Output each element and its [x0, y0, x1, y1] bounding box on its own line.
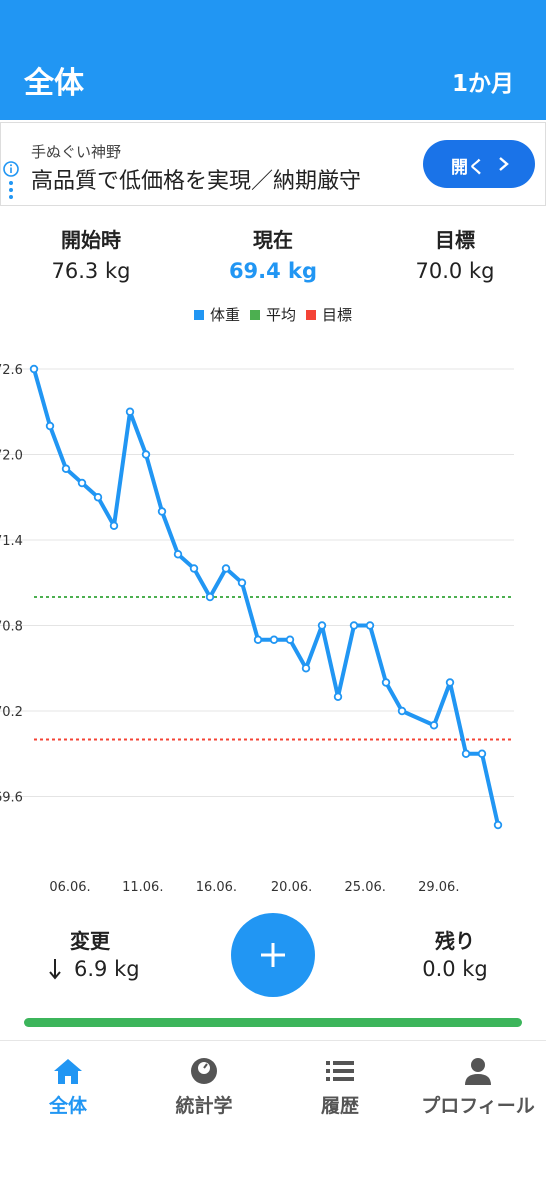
stat-start: 開始時 76.3 kg: [0, 224, 182, 283]
data-point: [445, 678, 455, 687]
legend-item: 平均: [249, 304, 296, 325]
ad-sponsor: 手ぬぐい神野: [31, 143, 122, 161]
stat-value: 69.4 kg: [228, 259, 318, 283]
stat-label: 開始時: [61, 228, 121, 252]
data-point: [253, 635, 263, 644]
data-point: [365, 621, 375, 630]
progress-bar: [24, 1018, 522, 1027]
stat-label: 現在: [253, 228, 293, 252]
data-point: [301, 664, 311, 673]
legend-swatch: [193, 310, 204, 320]
legend-label: 平均: [265, 306, 296, 324]
data-point: [93, 493, 103, 502]
ad-info-icon: [3, 161, 19, 199]
legend-swatch: [249, 310, 260, 320]
nav-label: 統計学: [175, 1095, 233, 1117]
x-tick-label: 29.06.: [418, 880, 459, 895]
x-tick-label: 25.06.: [345, 880, 386, 895]
x-tick-label: 16.06.: [196, 880, 237, 895]
y-tick-label: 70.8: [0, 620, 23, 635]
data-point: [125, 407, 135, 416]
add-button[interactable]: [228, 910, 320, 1002]
period-selector[interactable]: 1か月: [451, 71, 514, 97]
y-tick-label: 69.6: [0, 791, 23, 806]
summary-value: 6.9 kg: [74, 957, 140, 981]
data-point: [61, 464, 71, 473]
data-point: [141, 450, 151, 459]
weight-line: [32, 368, 500, 826]
person-icon: [465, 1058, 491, 1085]
y-tick-label: 72.6: [0, 363, 23, 378]
stat-value: 76.3 kg: [51, 259, 131, 283]
data-point: [349, 621, 359, 630]
nav-overview[interactable]: 全体: [0, 1056, 136, 1118]
data-point: [333, 692, 343, 701]
list-icon: [326, 1061, 354, 1081]
chevron-icon: [499, 157, 509, 171]
data-point: [269, 635, 279, 644]
summary-label: 残り: [435, 929, 475, 953]
ad-text: 高品質で低価格を実現／納期厳守: [31, 169, 362, 194]
ad-banner[interactable]: 手ぬぐい神野 高品質で低価格を実現／納期厳守 開く: [0, 122, 546, 206]
summary-label: 変更: [70, 929, 110, 953]
nav-label: プロフィール: [421, 1095, 535, 1117]
nav-history[interactable]: 履歴: [272, 1056, 408, 1118]
ad-button-label: 開く: [451, 158, 485, 178]
data-point: [237, 578, 247, 587]
data-point: [109, 521, 119, 530]
data-point: [45, 421, 55, 431]
legend-item: 目標: [306, 304, 352, 325]
down-arrow-icon: [49, 959, 61, 980]
data-point: [381, 678, 391, 687]
y-tick-label: 71.4: [0, 534, 23, 549]
data-point: [285, 635, 295, 644]
legend-label: 体重: [209, 306, 240, 324]
stat-current: 現在 69.4 kg: [182, 224, 364, 283]
stat-goal: 目標 70.0 kg: [364, 224, 546, 283]
ad-open-button[interactable]: 開く: [423, 140, 535, 188]
nav-profile[interactable]: プロフィール: [408, 1056, 546, 1118]
nav-divider: [0, 1040, 546, 1041]
legend-item: 体重: [193, 304, 240, 325]
scale-icon: [191, 1058, 217, 1084]
screen-title: 全体: [24, 66, 84, 101]
y-tick-label: 72.0: [0, 449, 23, 464]
data-point: [189, 564, 199, 573]
x-tick-label: 11.06.: [122, 880, 163, 895]
nav-stats[interactable]: 統計学: [136, 1056, 272, 1118]
x-tick-label: 06.06.: [49, 880, 90, 895]
app-bar: 全体 1か月: [0, 0, 546, 120]
stat-value: 70.0 kg: [415, 259, 495, 283]
data-point: [157, 507, 167, 516]
data-point: [397, 706, 407, 716]
y-tick-label: 70.2: [0, 705, 23, 720]
data-point: [493, 820, 503, 830]
data-point: [29, 364, 39, 374]
data-point: [477, 749, 487, 758]
home-icon: [54, 1059, 82, 1084]
data-point: [173, 550, 183, 559]
data-point: [429, 721, 439, 730]
data-point: [221, 564, 231, 573]
summary-value: 0.0 kg: [422, 957, 488, 981]
legend-label: 目標: [322, 306, 353, 324]
nav-label: 全体: [48, 1095, 87, 1117]
data-point: [461, 749, 471, 758]
nav-label: 履歴: [320, 1095, 359, 1117]
x-tick-label: 20.06.: [271, 880, 312, 895]
data-point: [205, 592, 215, 602]
legend-swatch: [306, 310, 316, 320]
data-point: [77, 478, 87, 488]
legend: 体重 平均 目標: [0, 304, 546, 325]
weight-chart: 72.6 72.0 71.4 70.8 70.2 69.6 06.06. 11.06. 16.0…: [0, 363, 514, 895]
stat-label: 目標: [435, 228, 475, 252]
data-point: [317, 621, 327, 630]
